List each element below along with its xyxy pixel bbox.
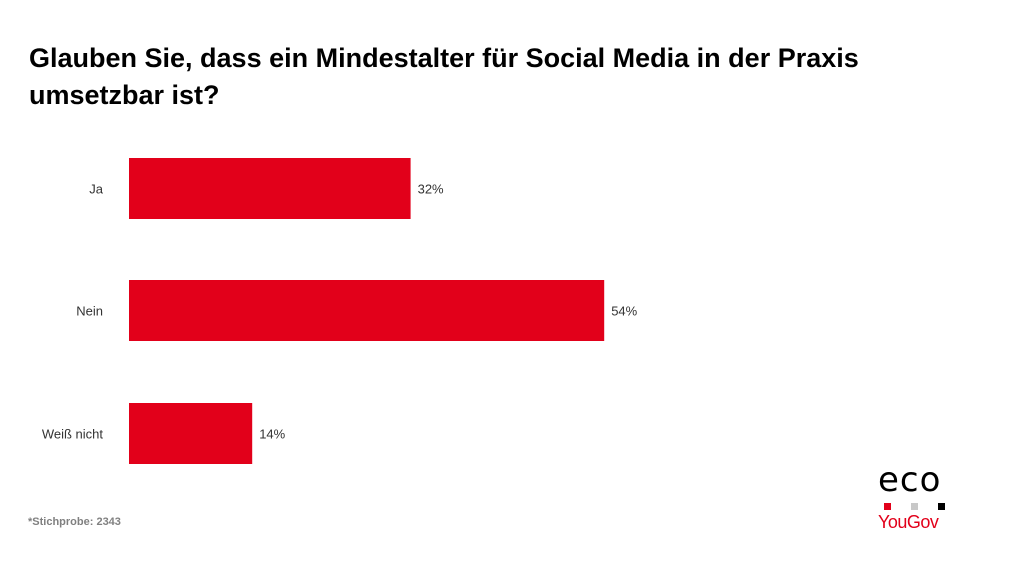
bar-0 [129,158,411,219]
logo-dot-red [884,503,891,510]
category-label: Ja [89,182,104,197]
sample-footnote: *Stichprobe: 2343 [28,516,121,528]
category-label: Weiß nicht [42,427,104,442]
data-label: 32% [418,182,444,197]
logo-dot-black [938,503,945,510]
data-label: 14% [259,427,285,442]
data-label: 54% [611,304,637,319]
bar-2 [129,403,253,464]
eco-yougov-logo: eco YouGov [872,460,962,536]
eco-logo-text: eco [878,460,942,500]
category-label: Nein [76,304,103,319]
logo-dot-grey [911,503,918,510]
yougov-logo-text: YouGov [878,512,939,532]
chart-title: Glauben Sie, dass ein Mindestalter für S… [29,43,859,110]
bar-1 [129,280,605,341]
